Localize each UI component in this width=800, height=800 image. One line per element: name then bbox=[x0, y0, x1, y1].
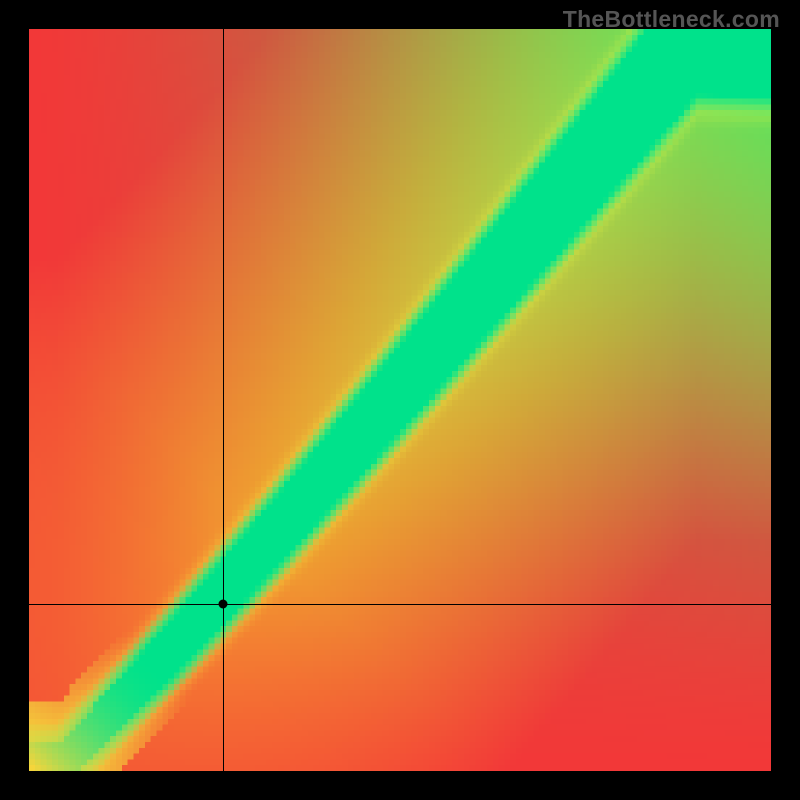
watermark-text: TheBottleneck.com bbox=[563, 6, 780, 33]
bottleneck-heatmap bbox=[29, 29, 771, 771]
heatmap-plot-area bbox=[29, 29, 771, 771]
chart-container: TheBottleneck.com bbox=[0, 0, 800, 800]
